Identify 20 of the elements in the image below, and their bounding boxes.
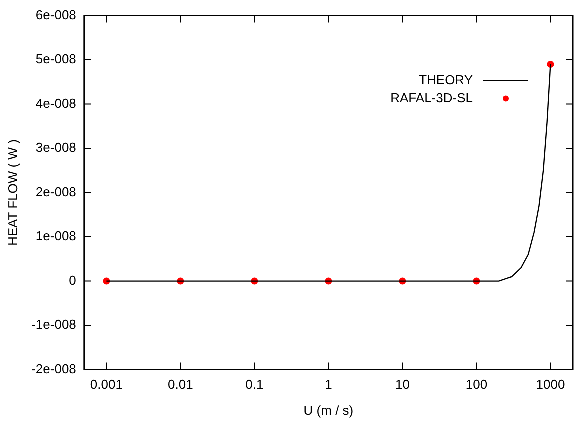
y-tick-label: 2e-008 <box>36 184 76 200</box>
x-tick-label: 1000 <box>536 377 566 392</box>
y-tick-label: 3e-008 <box>36 140 76 156</box>
x-tick-label: 1 <box>325 377 332 392</box>
y-tick-label: 4e-008 <box>36 96 76 111</box>
legend-label: RAFAL-3D-SL <box>390 90 473 106</box>
x-axis-title: U (m / s) <box>304 402 354 418</box>
y-tick-label: 5e-008 <box>36 52 76 67</box>
legend-label: THEORY <box>419 72 474 88</box>
x-tick-label: 0.1 <box>246 377 264 392</box>
y-tick-label: 6e-008 <box>36 7 76 22</box>
y-tick-label: -1e-008 <box>32 317 76 332</box>
x-tick-label: 100 <box>466 377 488 392</box>
y-tick-label: 1e-008 <box>36 228 76 244</box>
x-tick-label: 0.001 <box>90 377 123 392</box>
y-tick-label: -2e-008 <box>32 361 76 376</box>
x-tick-label: 10 <box>395 377 410 392</box>
y-axis-title: HEAT FLOW ( W ) <box>5 140 20 246</box>
x-tick-label: 0.01 <box>168 377 194 392</box>
y-tick-label: 0 <box>69 272 76 288</box>
